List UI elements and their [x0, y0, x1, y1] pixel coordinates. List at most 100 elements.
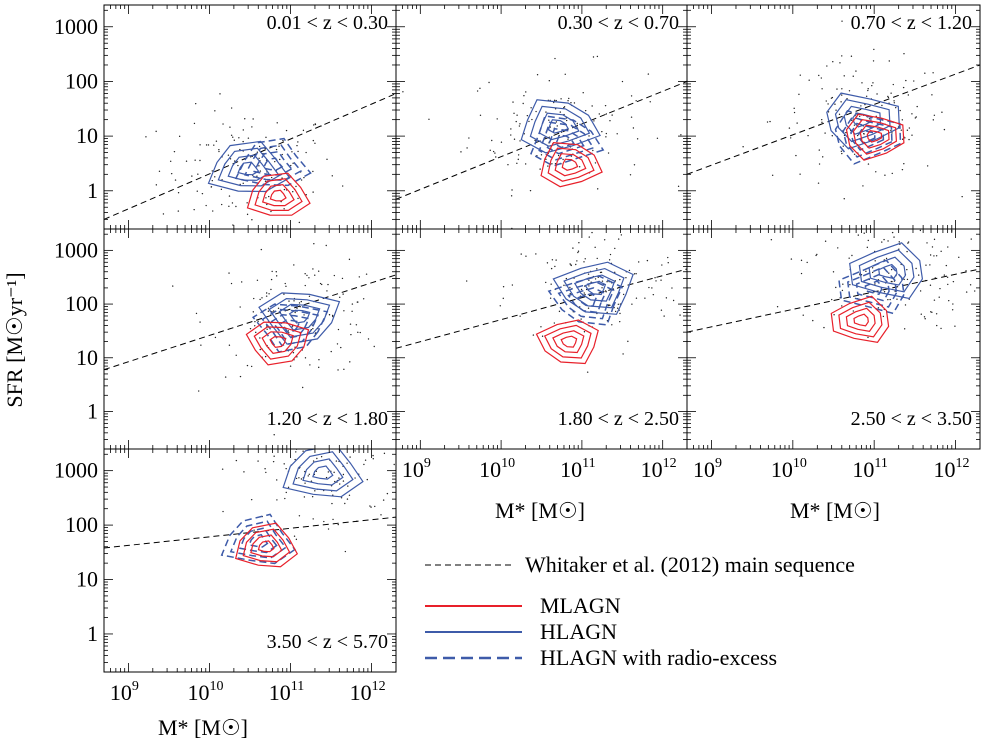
scatter-point [616, 307, 619, 309]
scatter-point [551, 259, 554, 261]
scatter-point [205, 144, 208, 146]
scatter-point [285, 129, 288, 132]
scatter-point [836, 88, 838, 90]
scatter-point [914, 117, 917, 119]
mlagn-contour [246, 172, 311, 216]
scatter-point [278, 145, 280, 147]
scatter-point [838, 113, 841, 116]
scatter-point [239, 306, 241, 308]
mlagn-contour [261, 331, 294, 354]
scatter-point [890, 92, 892, 94]
scatter-point [243, 471, 245, 473]
scatter-point [230, 282, 233, 285]
scatter-point [619, 320, 621, 323]
scatter-point [858, 115, 861, 117]
scatter-point [622, 353, 624, 355]
scatter-point [296, 307, 298, 310]
y-axis-label-text: SFR [M☉yr⁻¹] [2, 272, 27, 407]
scatter-point [468, 137, 470, 139]
scatter-point [239, 148, 241, 151]
scatter-point [334, 480, 336, 483]
legend-label-mlagn: MLAGN [540, 593, 621, 618]
scatter-point [170, 172, 173, 175]
scatter-point [326, 441, 327, 442]
scatter-point [366, 478, 368, 481]
scatter-point [319, 282, 322, 285]
scatter-point [252, 311, 255, 313]
scatter-point [510, 134, 512, 136]
hlagn-contour [302, 458, 344, 486]
scatter-point [258, 157, 260, 160]
scatter-point [793, 107, 795, 110]
scatter-point [284, 282, 286, 285]
scatter-point [354, 450, 356, 452]
scatter-point [293, 300, 295, 302]
scatter-point [556, 125, 558, 127]
hlagn-contour [258, 292, 341, 345]
panel-frame [395, 4, 688, 230]
scatter-point [221, 468, 224, 470]
scatter-point [252, 118, 254, 120]
panel-4: 1 10 100 1000 1.20 < z < 1.80 [54, 228, 397, 450]
scatter-point [339, 483, 341, 485]
scatter-point [370, 443, 371, 444]
scatter-point [840, 150, 843, 152]
scatter-point [312, 328, 314, 330]
main-sequence-line [687, 268, 980, 333]
scatter-point [197, 173, 199, 175]
scatter-point [520, 253, 522, 255]
scatter-point [418, 501, 419, 502]
scatter-point [246, 364, 249, 367]
scatter-point [372, 454, 374, 457]
scatter-point [578, 242, 580, 244]
hlagn-radio-contour [557, 281, 615, 320]
scatter-point [255, 331, 257, 334]
scatter-point [808, 79, 810, 81]
scatter-point [379, 433, 380, 434]
scatter-point [588, 279, 590, 281]
hlagn-radio-contour [546, 127, 585, 155]
mlagn-contour [845, 307, 876, 332]
x-tick-label: 1011 [269, 679, 304, 705]
scatter-point [218, 150, 220, 153]
scatter-point [631, 303, 633, 305]
scatter-point [925, 264, 927, 266]
y-axis-label: SFR [M☉yr⁻¹] [2, 272, 27, 407]
scatter-point [547, 165, 549, 167]
main-sequence-line [104, 274, 396, 371]
scatter-point [648, 286, 650, 289]
scatter-point [933, 299, 936, 301]
scatter-point [298, 302, 301, 304]
scatter-point [617, 303, 620, 306]
scatter-point [259, 337, 261, 339]
scatter-point [965, 291, 968, 293]
scatter-point [951, 309, 954, 311]
scatter-point [466, 147, 468, 149]
scatter-point [958, 256, 960, 259]
x-tick-label: 1010 [771, 456, 807, 482]
panel-5-plot-area [396, 231, 687, 373]
scatter-point [901, 119, 904, 121]
panel-3-plot-area [687, 20, 980, 200]
scatter-point [402, 91, 404, 93]
y-tick-label: 100 [65, 291, 98, 316]
scatter-point [298, 477, 300, 479]
scatter-point [959, 218, 960, 219]
scatter-point [242, 182, 244, 185]
scatter-point [550, 283, 552, 285]
scatter-point [283, 188, 286, 191]
scatter-point [654, 277, 656, 279]
scatter-point [199, 144, 201, 146]
scatter-point [177, 210, 180, 212]
scatter-point [633, 164, 636, 166]
scatter-point [519, 315, 521, 317]
scatter-point [169, 160, 172, 163]
scatter-point [580, 318, 582, 320]
scatter-point [210, 186, 213, 188]
scatter-point [235, 459, 238, 462]
scatter-point [800, 259, 803, 262]
scatter-point [545, 158, 547, 160]
scatter-point [337, 328, 340, 331]
mlagn-contour [253, 326, 302, 360]
scatter-point [812, 319, 814, 322]
